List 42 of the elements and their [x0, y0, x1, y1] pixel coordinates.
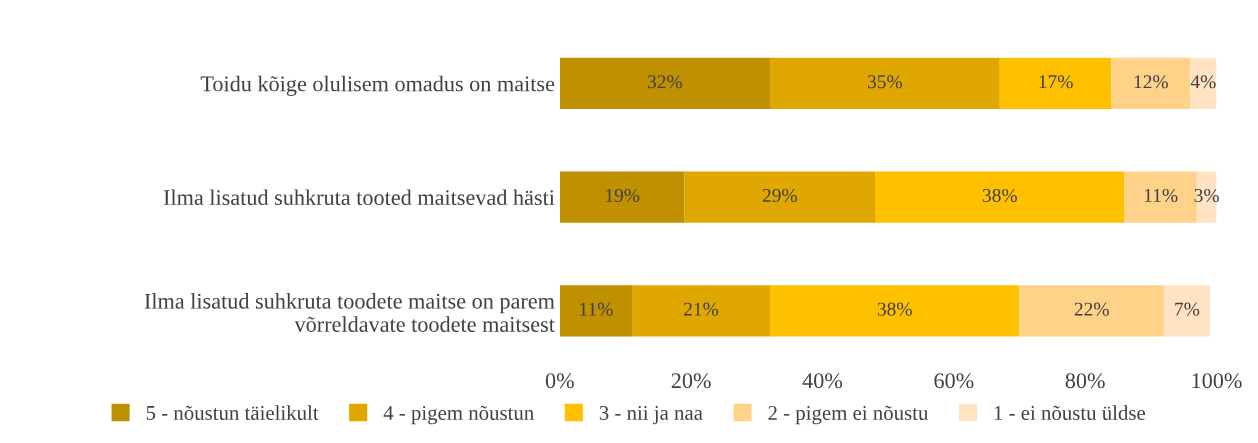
data-label: 32% — [647, 75, 683, 89]
data-label: 38% — [982, 188, 1017, 203]
data-label: 29% — [762, 188, 797, 203]
data-label: 3% — [1194, 188, 1219, 203]
x-tick-label: 40% — [802, 373, 843, 389]
x-tick-label: 20% — [671, 373, 711, 389]
legend-label: 1 - ei nõustu üldse — [994, 405, 1146, 420]
data-label: 11% — [580, 302, 613, 316]
data-label: 35% — [867, 75, 903, 89]
bar — [875, 171, 1125, 223]
legend-label: 3 - nii ja naa — [599, 405, 703, 425]
legend-label: 2 - pigem ei nõustu — [768, 405, 929, 425]
bar — [999, 57, 1112, 110]
bar — [769, 57, 1000, 110]
bar — [769, 285, 1020, 337]
data-label: 21% — [684, 302, 719, 316]
bar — [632, 285, 770, 337]
x-tick-label: 80% — [1065, 373, 1105, 389]
y-tick-label: Ilma lisatud suhkruta toodete maitse on parem võrreldavate toodete maitsest — [144, 293, 555, 332]
data-label: 38% — [877, 302, 912, 316]
y-tick-label: Toidu kõige olulisem omadus on maitse — [200, 75, 555, 96]
x-tick-label: 60% — [934, 373, 974, 389]
bar — [1019, 285, 1164, 337]
bar — [1163, 285, 1210, 337]
bar — [559, 57, 770, 110]
bar — [1111, 57, 1191, 110]
data-label: 12% — [1134, 75, 1168, 89]
bar — [1190, 57, 1217, 110]
data-label: 4% — [1190, 75, 1216, 89]
data-label: 19% — [606, 188, 640, 203]
data-label: 22% — [1074, 302, 1109, 316]
y-tick-label: Ilma lisatud suhkruta tooted maitsevad hästi — [163, 189, 555, 206]
legend-label: 5 - nõustun täielikult — [146, 405, 319, 420]
x-tick-label: 0% — [545, 373, 574, 389]
bar — [684, 171, 876, 223]
data-label: 7% — [1175, 302, 1200, 316]
data-label: 11% — [1144, 188, 1178, 203]
bar — [559, 285, 633, 337]
legend-label: 4 - pigem nõustun — [383, 405, 534, 425]
data-label: 17% — [1039, 75, 1073, 89]
bar — [559, 171, 685, 223]
x-tick-label: 100% — [1192, 373, 1242, 389]
